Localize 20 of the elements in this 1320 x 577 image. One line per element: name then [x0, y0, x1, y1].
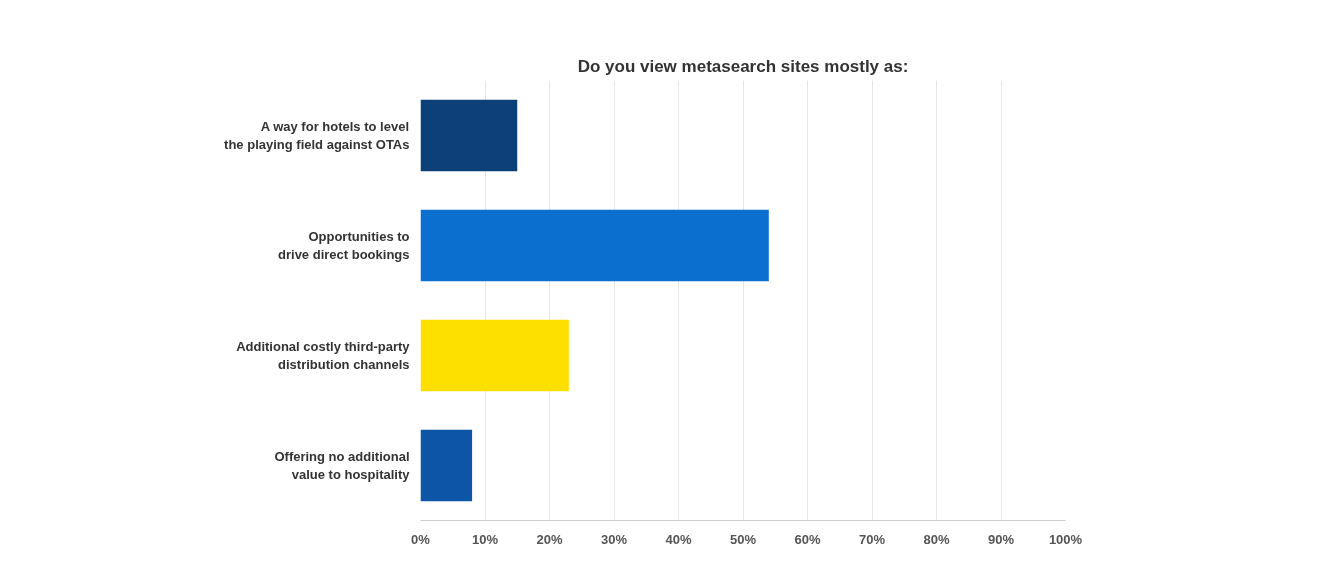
- bar: [420, 209, 769, 282]
- y-tick-label: A way for hotels to level the playing field against OTAs: [224, 119, 410, 152]
- y-tick-label: Additional costly third-party distribution channels: [236, 339, 411, 372]
- x-tick-label: 80%: [923, 531, 950, 547]
- y-tick-label: Offering no additional value to hospitality: [274, 449, 411, 482]
- x-tick-label: 40%: [665, 531, 692, 547]
- x-tick-label: 10%: [471, 531, 499, 547]
- x-tick-label: 30%: [600, 531, 628, 547]
- x-tick-label: 20%: [536, 531, 563, 547]
- x-tick-label: 60%: [794, 531, 821, 547]
- chart-title: Do you view metasearch sites mostly as:: [577, 56, 909, 76]
- x-tick-label: 0%: [411, 531, 431, 547]
- bar: [420, 429, 473, 502]
- y-tick-label: Opportunities to drive direct bookings: [278, 229, 410, 262]
- bar: [420, 99, 518, 172]
- x-tick-label: 90%: [987, 531, 1015, 547]
- x-tick-label: 70%: [858, 531, 886, 547]
- bar: [420, 319, 569, 392]
- x-tick-label: 50%: [729, 531, 757, 547]
- x-tick-label: 100%: [1048, 531, 1083, 547]
